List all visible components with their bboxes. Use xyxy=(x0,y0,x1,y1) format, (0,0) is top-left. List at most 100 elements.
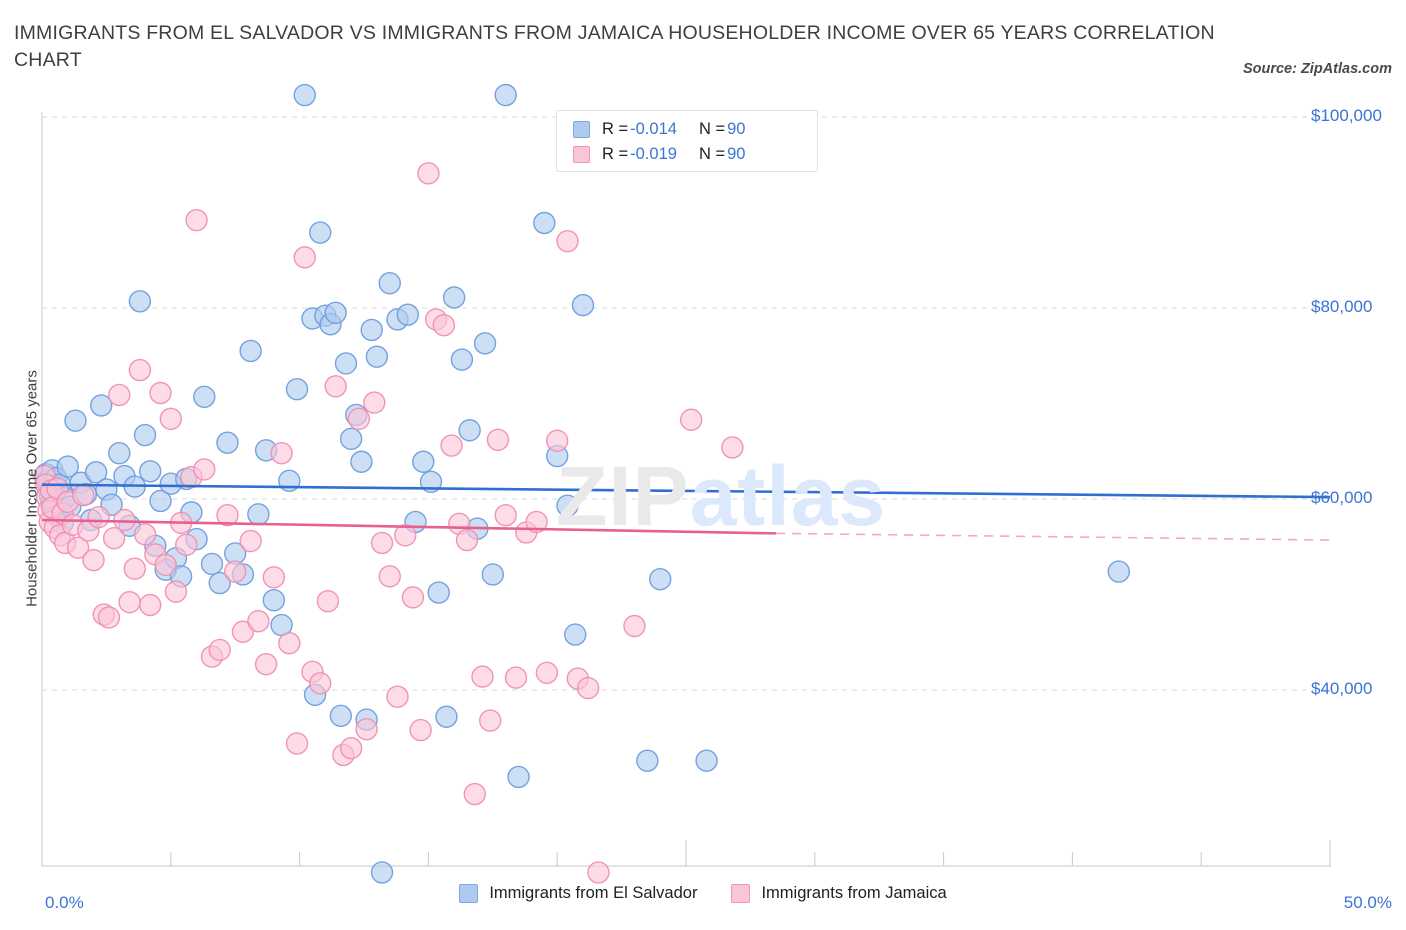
data-point xyxy=(247,610,270,633)
data-point xyxy=(486,428,510,451)
data-point xyxy=(82,548,105,572)
r-value-el-salvador: -0.014 xyxy=(630,120,677,138)
r-label-jamaica: R = xyxy=(602,145,629,163)
data-point xyxy=(576,676,600,700)
data-point xyxy=(84,461,108,484)
y-axis-tick-80000: $80,000 xyxy=(1311,297,1373,316)
y-axis-tick-60000: $60,000 xyxy=(1311,488,1373,507)
data-point xyxy=(494,83,517,107)
data-point xyxy=(309,672,332,695)
data-point xyxy=(193,458,216,481)
y-axis-label: Householder Income Over 65 years xyxy=(23,370,41,607)
data-point xyxy=(396,303,419,326)
data-point xyxy=(479,709,502,732)
y-axis-tick-100000: $100,000 xyxy=(1311,106,1382,125)
data-point xyxy=(365,345,389,368)
data-point xyxy=(455,528,479,552)
data-point xyxy=(239,339,262,363)
page-title: IMMIGRANTS FROM EL SALVADOR VS IMMIGRANT… xyxy=(14,22,1215,44)
data-point xyxy=(394,524,417,547)
data-point xyxy=(324,375,347,398)
data-point xyxy=(102,526,126,550)
data-point xyxy=(64,409,87,432)
data-point xyxy=(556,494,579,517)
data-point xyxy=(208,638,231,662)
data-point xyxy=(239,529,262,553)
data-point xyxy=(293,83,316,107)
n-label-jamaica: N = xyxy=(698,145,726,163)
data-point xyxy=(185,208,208,232)
data-point xyxy=(649,568,672,591)
data-point xyxy=(262,589,286,612)
x-axis-tick-max: 50.0% xyxy=(1343,893,1392,912)
data-point xyxy=(409,718,432,742)
data-point xyxy=(108,441,131,465)
data-point xyxy=(535,661,559,685)
data-point xyxy=(370,531,394,555)
data-point xyxy=(334,352,358,375)
data-point xyxy=(504,666,528,689)
data-point xyxy=(149,381,172,405)
data-point xyxy=(159,407,183,430)
data-point xyxy=(154,553,177,577)
r-value-jamaica: -0.019 xyxy=(630,145,677,163)
y-axis-tick-40000: $40,000 xyxy=(1311,679,1373,698)
data-point xyxy=(216,431,239,454)
data-point xyxy=(571,293,595,317)
data-point xyxy=(556,229,579,253)
data-point xyxy=(175,533,198,557)
data-point xyxy=(721,436,744,459)
data-point xyxy=(254,653,278,676)
data-point xyxy=(208,571,231,595)
data-point xyxy=(231,620,255,643)
data-point xyxy=(97,606,121,629)
data-point xyxy=(316,589,340,613)
n-value-el-salvador: 90 xyxy=(727,120,746,138)
data-point xyxy=(138,593,162,617)
data-point xyxy=(363,391,386,414)
data-point xyxy=(133,423,157,447)
data-point xyxy=(324,301,347,324)
data-point xyxy=(564,623,587,646)
data-point xyxy=(123,557,146,580)
data-point xyxy=(412,450,435,473)
data-point xyxy=(401,586,425,609)
data-point xyxy=(463,782,486,806)
data-point xyxy=(546,429,569,452)
data-point xyxy=(636,749,659,772)
legend-item-el-salvador[interactable]: Immigrants from El Salvador xyxy=(459,884,697,903)
data-point xyxy=(427,581,450,604)
data-point xyxy=(450,348,474,371)
data-point xyxy=(679,408,703,431)
data-point xyxy=(309,221,332,244)
data-point xyxy=(270,441,293,465)
legend-label-el-salvador: Immigrants from El Salvador xyxy=(489,884,698,902)
trend-line-el-salvador xyxy=(41,483,1331,499)
data-point xyxy=(360,318,383,342)
data-point xyxy=(278,632,301,655)
data-point xyxy=(200,552,224,576)
stats-row-el-salvador: R = -0.014 N = 90 xyxy=(573,117,817,142)
data-point xyxy=(481,563,504,586)
data-point xyxy=(128,290,152,313)
trend-line-jamaica-extrapolated xyxy=(776,532,1331,541)
data-point xyxy=(108,383,131,407)
source-attribution: Source: ZipAtlas.com xyxy=(1242,61,1392,77)
data-point xyxy=(293,246,316,269)
data-point xyxy=(66,536,90,559)
legend-swatch-jamaica-icon xyxy=(731,884,751,903)
data-point xyxy=(285,377,309,401)
data-point xyxy=(113,508,136,532)
data-point xyxy=(525,510,548,534)
data-point xyxy=(432,313,456,337)
legend-item-jamaica[interactable]: Immigrants from Jamaica xyxy=(731,884,947,903)
data-point xyxy=(223,560,247,583)
data-point xyxy=(339,427,363,451)
data-point xyxy=(72,483,95,507)
data-point xyxy=(285,732,309,755)
data-point xyxy=(56,455,79,478)
series-swatch-jamaica-icon xyxy=(573,146,590,163)
data-point xyxy=(329,704,353,727)
